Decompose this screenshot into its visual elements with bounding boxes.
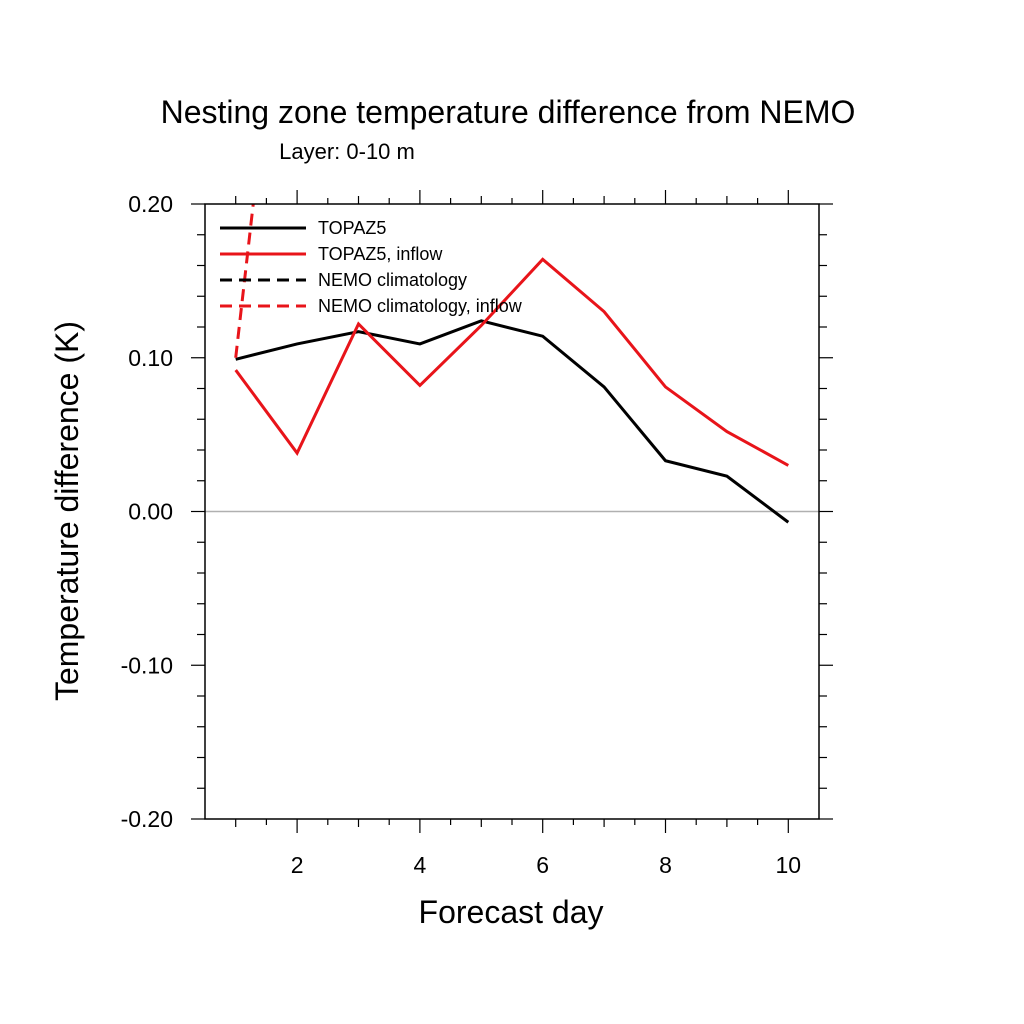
y-tick-label: 0.00 [128, 499, 173, 525]
series-line-4 [234, 204, 255, 358]
y-tick-label: 0.20 [128, 191, 173, 217]
chart-title: Nesting zone temperature difference from… [161, 94, 856, 130]
series-line-1 [235, 319, 790, 524]
legend-label-3: NEMO climatology [318, 270, 467, 290]
x-tick-label: 8 [659, 852, 672, 878]
legend-label-2: TOPAZ5, inflow [318, 244, 443, 264]
y-tick-label: -0.20 [121, 806, 173, 832]
y-axis-label: Temperature difference (K) [49, 321, 85, 701]
chart-subtitle: Layer: 0-10 m [279, 139, 415, 164]
tick-layer: 2 4 6 8 10 -0.20 -0.10 0.00 0.10 0.20 [121, 190, 833, 878]
x-axis-label: Forecast day [419, 894, 604, 930]
legend-label-4: NEMO climatology, inflow [318, 296, 523, 316]
y-tick-label: -0.10 [121, 652, 173, 678]
series-line-2 [234, 257, 790, 467]
x-tick-label: 6 [536, 852, 549, 878]
legend-label-1: TOPAZ5 [318, 218, 386, 238]
y-tick-label: 0.10 [128, 345, 173, 371]
x-tick-label: 2 [291, 852, 304, 878]
x-tick-label: 4 [414, 852, 427, 878]
series-layer [234, 204, 790, 524]
x-tick-label: 10 [776, 852, 802, 878]
legend: TOPAZ5 TOPAZ5, inflow NEMO climatology NEMO… [220, 218, 523, 316]
